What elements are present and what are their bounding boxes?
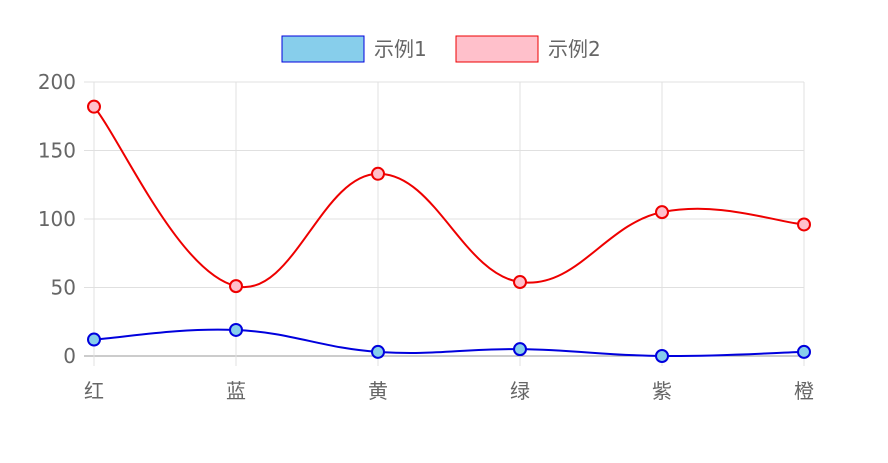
- data-point[interactable]: [371, 166, 385, 181]
- data-point[interactable]: [797, 217, 811, 232]
- data-point[interactable]: [797, 344, 811, 359]
- data-point[interactable]: [229, 322, 243, 337]
- grid: [84, 81, 805, 366]
- legend-label: 示例1: [374, 37, 427, 61]
- x-axis: 红蓝黄绿紫橙: [84, 379, 814, 403]
- legend-item[interactable]: 示例2: [455, 35, 601, 63]
- data-point[interactable]: [655, 205, 669, 220]
- legend-label: 示例2: [548, 37, 601, 61]
- x-tick-label: 橙: [794, 379, 814, 403]
- x-tick-label: 蓝: [226, 379, 246, 403]
- data-point[interactable]: [513, 275, 527, 290]
- data-point[interactable]: [229, 279, 243, 294]
- series-layer: [87, 99, 811, 363]
- y-tick-label: 200: [38, 70, 76, 94]
- legend-item[interactable]: 示例1: [281, 35, 427, 63]
- x-tick-label: 绿: [510, 379, 530, 403]
- y-tick-label: 100: [38, 207, 76, 231]
- series-line: [93, 328, 805, 358]
- series-2: [87, 99, 811, 294]
- y-tick-label: 0: [63, 344, 76, 368]
- data-point[interactable]: [655, 349, 669, 363]
- y-axis: 0 50 100 150 200: [38, 70, 76, 368]
- series-1: [87, 322, 811, 363]
- legend-swatch: [455, 35, 539, 63]
- series-line: [93, 106, 805, 289]
- data-point[interactable]: [513, 342, 527, 357]
- x-tick-label: 红: [84, 379, 104, 403]
- y-tick-label: 50: [51, 276, 76, 300]
- data-point[interactable]: [87, 332, 101, 347]
- data-point[interactable]: [87, 99, 101, 114]
- legend[interactable]: 示例1 示例2: [281, 35, 601, 63]
- data-point[interactable]: [371, 344, 385, 359]
- x-tick-label: 黄: [368, 379, 388, 403]
- legend-swatch: [281, 35, 365, 63]
- x-tick-label: 紫: [652, 379, 672, 403]
- y-tick-label: 150: [38, 139, 76, 163]
